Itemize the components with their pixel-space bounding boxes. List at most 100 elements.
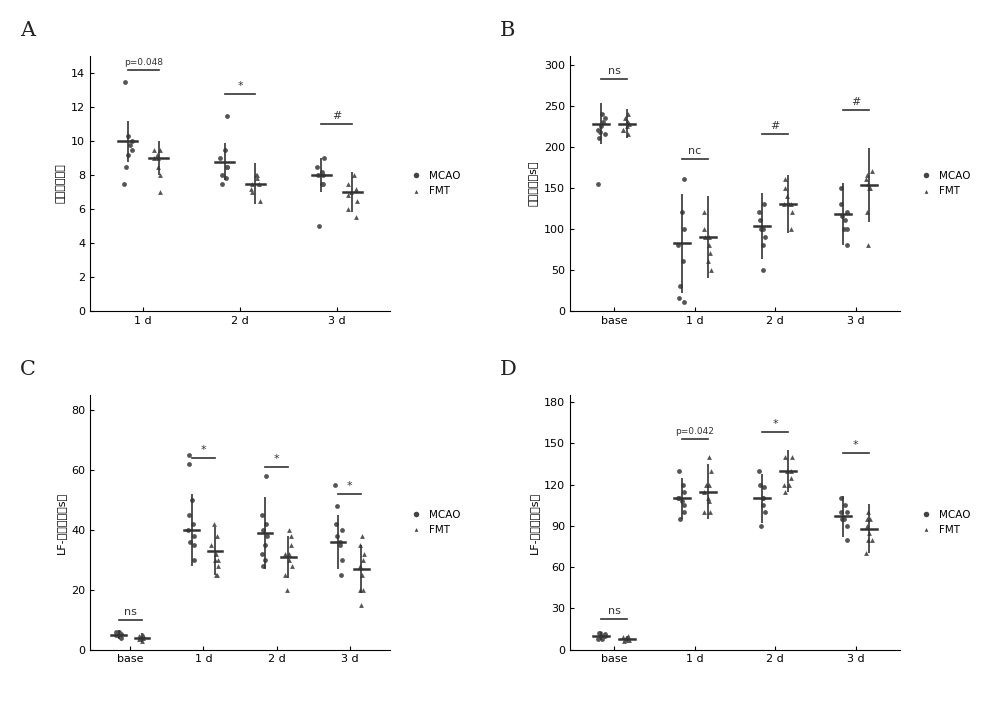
Point	[755, 493, 771, 504]
Point	[864, 534, 880, 545]
Point	[334, 554, 350, 566]
Point	[340, 178, 356, 189]
Point	[314, 166, 330, 177]
Point	[594, 108, 610, 119]
Text: ns: ns	[608, 66, 621, 76]
Point	[203, 539, 219, 551]
Point	[152, 144, 168, 155]
Legend: MCAO, FMT: MCAO, FMT	[915, 171, 971, 196]
Point	[620, 631, 636, 642]
Point	[348, 183, 364, 194]
Point	[696, 223, 712, 234]
Point	[219, 110, 235, 121]
Point	[859, 207, 875, 218]
Point	[354, 569, 370, 580]
Point	[701, 239, 717, 251]
Point	[697, 231, 713, 242]
Point	[834, 513, 850, 525]
Point	[249, 173, 265, 184]
Point	[135, 633, 151, 644]
Point	[352, 560, 368, 571]
Point	[210, 560, 226, 571]
Point	[676, 500, 692, 511]
Point	[701, 479, 717, 490]
Point	[839, 239, 855, 251]
Point	[332, 539, 348, 551]
Point	[113, 628, 129, 640]
Text: C: C	[20, 360, 36, 379]
Point	[752, 215, 768, 226]
Point	[152, 186, 168, 198]
Point	[701, 231, 717, 242]
Point	[595, 630, 611, 642]
Point	[251, 178, 267, 189]
Point	[833, 493, 849, 504]
Point	[617, 112, 633, 124]
Point	[207, 554, 223, 566]
Point	[120, 149, 136, 160]
Point	[619, 121, 635, 132]
Point	[861, 527, 877, 539]
Point	[702, 248, 718, 259]
Point	[777, 182, 793, 193]
Point	[181, 509, 197, 520]
Point	[593, 631, 609, 642]
Point	[118, 161, 134, 172]
Point	[696, 506, 712, 517]
Point	[208, 569, 224, 580]
Point	[255, 525, 271, 536]
Point	[615, 631, 631, 642]
Point	[277, 548, 293, 559]
Point	[839, 534, 855, 545]
Point	[257, 554, 273, 566]
Point	[186, 530, 202, 542]
Point	[284, 560, 300, 571]
Point	[858, 548, 874, 559]
Point	[839, 223, 855, 234]
Point	[244, 186, 260, 198]
Point	[756, 481, 772, 493]
Point	[597, 112, 613, 124]
Point	[112, 629, 128, 640]
Point	[243, 183, 259, 194]
Point	[597, 128, 613, 140]
Point	[214, 169, 230, 181]
Point	[316, 152, 332, 164]
Point	[219, 161, 235, 172]
Point	[676, 486, 692, 497]
Point	[752, 479, 768, 490]
Point	[755, 500, 771, 511]
Point	[837, 215, 853, 226]
Text: #: #	[771, 121, 780, 131]
Point	[674, 207, 690, 218]
Point	[776, 479, 792, 490]
Point	[281, 554, 297, 566]
Point	[703, 264, 719, 275]
Point	[670, 239, 686, 251]
Text: *: *	[201, 445, 206, 455]
Point	[146, 152, 162, 164]
Point	[206, 518, 222, 530]
Point	[181, 450, 197, 461]
Point	[777, 452, 793, 463]
Point	[703, 465, 719, 477]
Point	[355, 584, 371, 595]
Point	[255, 560, 271, 571]
Point	[354, 530, 370, 542]
Point	[837, 500, 853, 511]
Point	[111, 626, 127, 638]
Point	[833, 198, 849, 210]
Point	[591, 628, 607, 639]
Point	[859, 520, 875, 532]
Point	[219, 161, 235, 172]
Point	[751, 465, 767, 477]
Point	[784, 207, 800, 218]
Point	[315, 169, 331, 181]
Point	[675, 479, 691, 490]
Point	[214, 178, 230, 189]
Point	[210, 554, 226, 566]
Point	[257, 539, 273, 551]
Point	[152, 169, 168, 181]
Point	[349, 195, 365, 206]
Y-axis label: LF-移除时间（s）: LF-移除时间（s）	[528, 491, 538, 554]
